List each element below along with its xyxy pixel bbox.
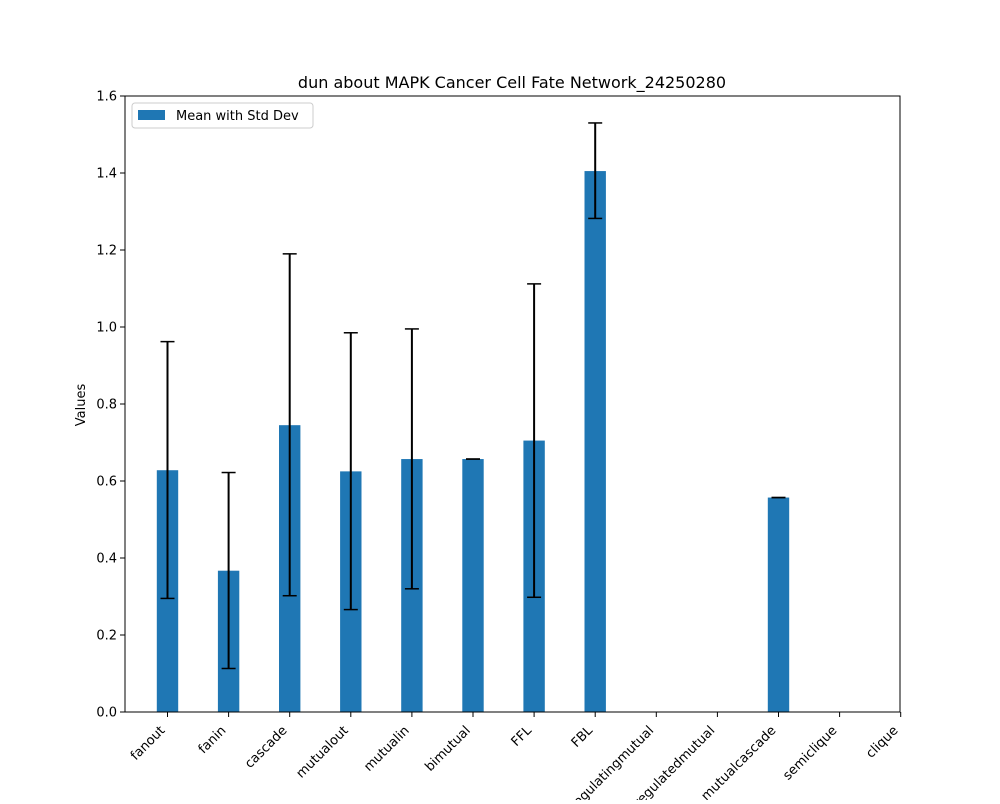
legend-label: Mean with Std Dev xyxy=(176,109,299,124)
x-tick-label: semiclique xyxy=(780,723,840,783)
x-tick-label: fanout xyxy=(128,723,168,763)
plot-frame xyxy=(124,95,901,713)
y-tick-label: 1.6 xyxy=(96,90,117,105)
legend-swatch xyxy=(138,110,165,120)
y-axis-label: Values xyxy=(74,384,89,427)
chart-title: dun about MAPK Cancer Cell Fate Network_… xyxy=(298,73,726,93)
bar xyxy=(584,171,606,712)
bar xyxy=(462,459,484,712)
y-tick-label: 0.2 xyxy=(96,629,117,644)
x-tick-label: FFL xyxy=(509,723,536,750)
y-tick-label: 1.4 xyxy=(96,167,117,182)
x-tick-label: mutualout xyxy=(294,723,352,781)
x-tick-label: fanin xyxy=(196,723,230,757)
y-tick-label: 1.2 xyxy=(96,244,117,259)
x-tick-label: bimutual xyxy=(422,723,473,774)
legend: Mean with Std Dev xyxy=(131,102,314,129)
y-tick-label: 0.4 xyxy=(96,552,117,567)
y-tick-label: 1.0 xyxy=(96,321,117,336)
y-tick-label: 0.6 xyxy=(96,475,117,490)
x-tick-label: clique xyxy=(863,723,901,761)
x-tick-label: mutualin xyxy=(361,723,412,774)
x-tick-label: FBL xyxy=(569,723,597,751)
y-tick-label: 0.8 xyxy=(96,398,117,413)
error-bars-layer xyxy=(160,122,786,670)
y-tick-label: 0.0 xyxy=(96,706,117,721)
legend-frame xyxy=(131,102,314,129)
bars-layer xyxy=(156,171,790,712)
bar xyxy=(767,497,790,712)
x-tick-label: cascade xyxy=(242,723,290,771)
